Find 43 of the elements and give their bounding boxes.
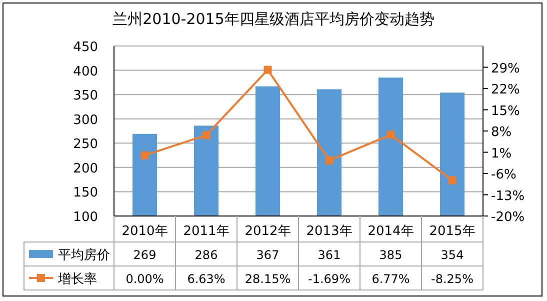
y2-tick-label: 29% <box>491 61 520 76</box>
data-label: 0.00% <box>126 272 164 286</box>
y-tick-label: 400 <box>73 64 98 80</box>
y2-tick-label: 1% <box>491 146 512 162</box>
point <box>140 151 149 160</box>
legend-label: 增长率 <box>57 271 97 287</box>
y-tick-label: 300 <box>73 112 98 128</box>
point <box>448 176 456 184</box>
x-tick-label: 2010年 <box>122 224 168 239</box>
y2-tick-label: 15% <box>491 104 520 119</box>
data-label: -8.25% <box>431 272 474 286</box>
x-tick-label: 2014年 <box>368 224 414 239</box>
point <box>264 66 272 74</box>
x-tick-label: 2015年 <box>429 224 476 239</box>
y2-tick-label: -13% <box>491 188 525 204</box>
data-label: 361 <box>318 248 341 262</box>
y2-tick-label: 8% <box>491 125 512 140</box>
data-label: 286 <box>194 248 218 262</box>
data-label: 385 <box>379 248 402 262</box>
y-tick-label: 150 <box>73 186 98 201</box>
point <box>202 131 210 140</box>
y-tick-label: 250 <box>73 137 98 152</box>
data-label: 269 <box>133 248 156 262</box>
point <box>386 130 395 139</box>
point <box>325 156 334 164</box>
chart-title: 兰州2010-2015年四星级酒店平均房价变动趋势 <box>112 10 434 28</box>
y-tick-label: 350 <box>73 88 98 104</box>
x-tick-label: 2013年 <box>306 224 352 239</box>
data-label: 367 <box>256 248 280 262</box>
data-label: 354 <box>440 248 464 262</box>
legend-label: 平均房价 <box>58 247 110 263</box>
y2-tick-label: -6% <box>491 168 516 182</box>
y-tick-label: 200 <box>73 161 98 176</box>
data-label: -1.69% <box>308 272 350 286</box>
y2-tick-label: -20% <box>491 210 525 225</box>
y2-tick-label: 22% <box>491 82 520 98</box>
data-label: 6.77% <box>372 272 410 286</box>
data-label: 28.15% <box>244 272 291 286</box>
y-tick-label: 450 <box>73 40 98 55</box>
x-tick-label: 2011年 <box>183 224 230 239</box>
x-tick-label: 2012年 <box>244 224 291 239</box>
y-tick-label: 100 <box>73 210 98 225</box>
data-label: 6.63% <box>187 272 226 286</box>
